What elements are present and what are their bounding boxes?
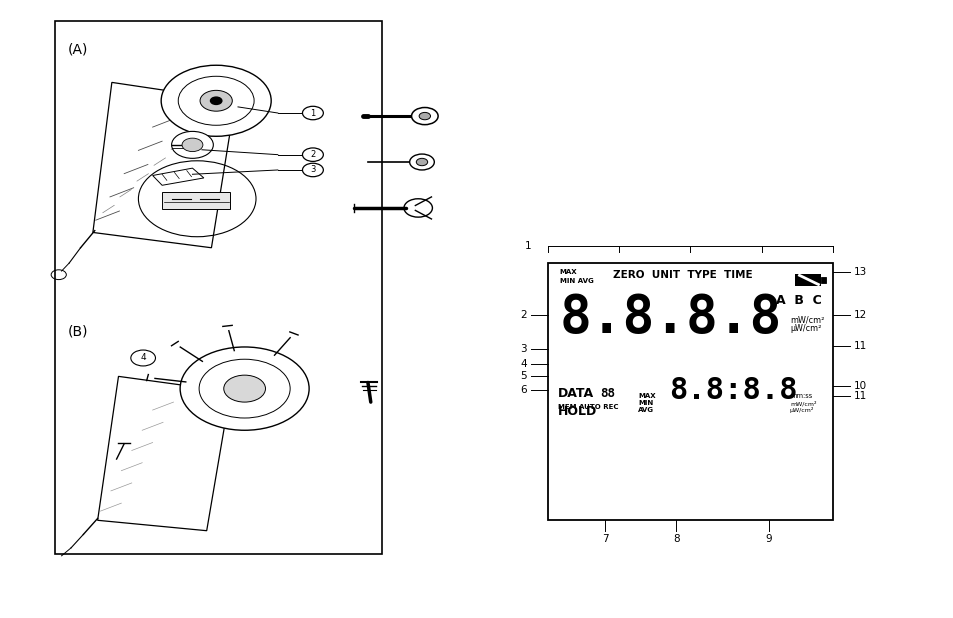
Text: ZERO  UNIT  TYPE  TIME: ZERO UNIT TYPE TIME bbox=[612, 271, 752, 281]
Text: 11: 11 bbox=[853, 341, 866, 351]
Circle shape bbox=[200, 90, 233, 111]
Circle shape bbox=[302, 106, 323, 120]
Circle shape bbox=[180, 347, 309, 430]
Text: 3: 3 bbox=[520, 344, 527, 354]
Circle shape bbox=[182, 138, 203, 151]
Text: 3: 3 bbox=[310, 166, 315, 174]
Text: 12: 12 bbox=[853, 310, 866, 320]
Polygon shape bbox=[92, 82, 234, 248]
Bar bbox=[548, 263, 832, 520]
Circle shape bbox=[418, 112, 430, 120]
Bar bbox=[794, 274, 821, 286]
Text: 2: 2 bbox=[310, 150, 315, 159]
Text: 1: 1 bbox=[524, 241, 531, 251]
Text: 4: 4 bbox=[140, 353, 146, 363]
Text: MIN AVG: MIN AVG bbox=[558, 277, 593, 284]
Circle shape bbox=[172, 132, 213, 158]
Text: µW/cm²: µW/cm² bbox=[789, 407, 814, 413]
Bar bbox=[162, 192, 231, 209]
Text: (A): (A) bbox=[68, 43, 88, 57]
Circle shape bbox=[411, 108, 437, 125]
Text: MEM AUTO REC: MEM AUTO REC bbox=[558, 404, 618, 410]
Text: A  B  C: A B C bbox=[775, 294, 821, 307]
Bar bbox=[821, 277, 825, 283]
Polygon shape bbox=[152, 168, 204, 185]
Text: HOLD: HOLD bbox=[558, 405, 597, 418]
Text: mW/cm²: mW/cm² bbox=[789, 315, 823, 324]
Text: mm:ss: mm:ss bbox=[789, 393, 811, 399]
Circle shape bbox=[131, 350, 155, 366]
Text: 8.8.8.8: 8.8.8.8 bbox=[558, 292, 781, 344]
Polygon shape bbox=[185, 125, 212, 148]
Circle shape bbox=[224, 375, 265, 402]
Text: µW/cm²: µW/cm² bbox=[789, 324, 821, 333]
Polygon shape bbox=[97, 376, 231, 531]
Circle shape bbox=[302, 148, 323, 161]
Text: DATA: DATA bbox=[558, 387, 593, 400]
Circle shape bbox=[178, 76, 253, 125]
Circle shape bbox=[409, 154, 434, 170]
Text: 4: 4 bbox=[520, 359, 527, 369]
Text: AVG: AVG bbox=[638, 407, 654, 413]
Circle shape bbox=[199, 359, 290, 418]
Text: (B): (B) bbox=[68, 324, 88, 338]
Text: 1: 1 bbox=[310, 109, 315, 117]
Circle shape bbox=[416, 158, 427, 166]
Text: 6: 6 bbox=[520, 385, 527, 395]
Text: 8: 8 bbox=[672, 534, 679, 544]
Circle shape bbox=[161, 66, 271, 137]
Text: 11: 11 bbox=[853, 391, 866, 401]
Text: 8.8:8.8: 8.8:8.8 bbox=[669, 376, 798, 405]
Text: 13: 13 bbox=[853, 267, 866, 277]
Text: 5: 5 bbox=[520, 371, 527, 381]
Text: 10: 10 bbox=[853, 381, 865, 391]
Text: 2: 2 bbox=[520, 310, 527, 320]
Text: MAX: MAX bbox=[638, 393, 655, 399]
Text: mW/cm²: mW/cm² bbox=[789, 400, 816, 406]
Text: 88: 88 bbox=[599, 387, 615, 400]
Text: 7: 7 bbox=[601, 534, 608, 544]
Text: MIN: MIN bbox=[638, 400, 653, 406]
Text: 9: 9 bbox=[765, 534, 772, 544]
Text: MAX: MAX bbox=[558, 269, 577, 275]
Bar bbox=[55, 21, 382, 554]
Circle shape bbox=[302, 163, 323, 177]
Circle shape bbox=[211, 97, 222, 104]
